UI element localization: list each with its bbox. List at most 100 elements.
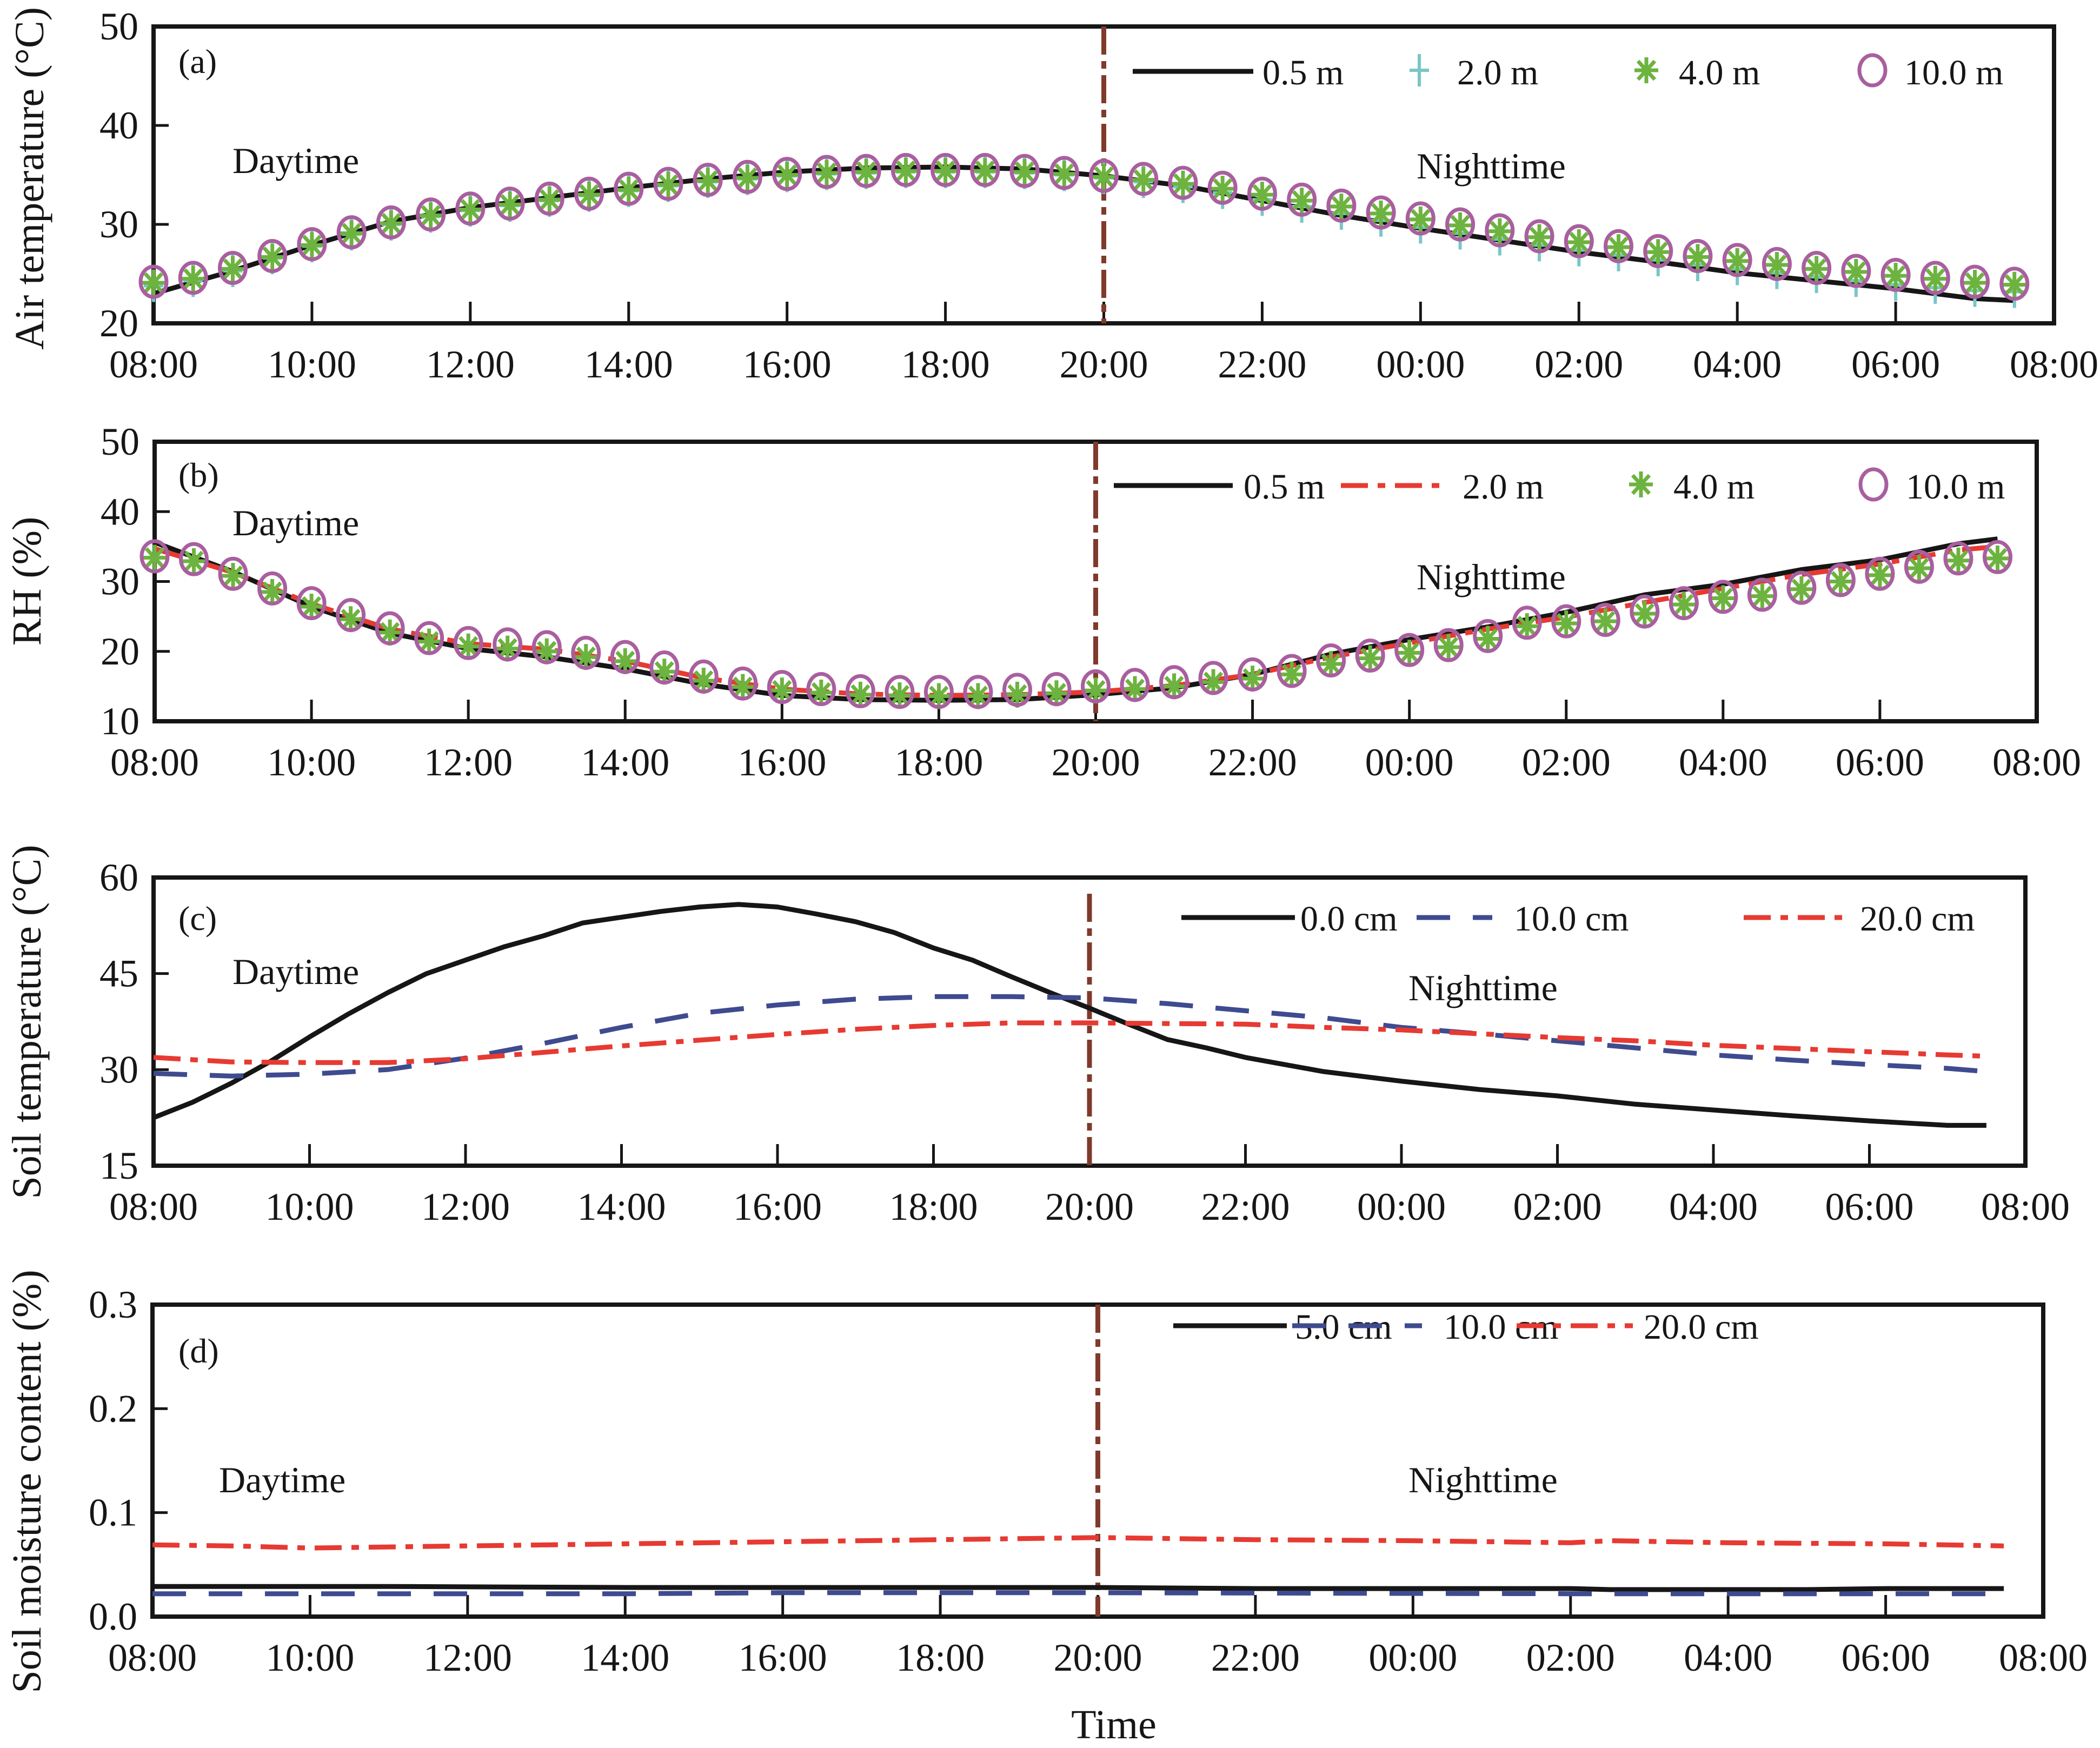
data-point: [1825, 563, 1856, 597]
data-point: [336, 598, 366, 633]
x-tick-label: 10:00: [268, 343, 356, 386]
panel-a: Air temperature (°C) 0.5 m 2.0 m 4.0 m 10.0…: [7, 5, 2098, 386]
y-tick-label: 0.0: [89, 1595, 137, 1638]
y-tick-label: 0.3: [89, 1283, 137, 1326]
data-point: [1868, 562, 1892, 588]
data-point: [1211, 176, 1235, 202]
data-point: [1168, 165, 1198, 200]
y-tick-label: 50: [99, 5, 138, 48]
data-point: [1884, 263, 1908, 289]
data-point: [1013, 159, 1037, 185]
series-20-0-cm: [153, 1020, 1987, 1065]
legend-item: 20.0 cm: [1744, 899, 1975, 939]
legend-item: 4.0 m: [1634, 53, 1760, 92]
data-point: [257, 571, 288, 606]
data-point: [179, 542, 209, 576]
data-point: [809, 680, 833, 706]
data-point: [1005, 681, 1029, 708]
x-tick-label: 22:00: [1201, 1185, 1290, 1228]
legend-item: 10.0 m: [1857, 53, 2003, 92]
data-point: [890, 152, 921, 187]
data-point: [455, 191, 486, 226]
data-point: [577, 182, 601, 208]
data-point: [1943, 541, 1973, 576]
data-point: [338, 606, 363, 633]
data-point: [770, 677, 794, 704]
data-point: [1448, 212, 1472, 238]
data-point: [1326, 188, 1357, 223]
panel-d: Soil moisture content (%) Time 5.0 cm 10.…: [4, 1270, 2088, 1747]
data-point: [1829, 568, 1853, 595]
legend-label: 0.5 m: [1262, 53, 1344, 92]
data-point: [1052, 161, 1076, 187]
series-10-0-m: [138, 152, 2030, 301]
data-point: [688, 659, 719, 694]
data-point: [1473, 619, 1503, 653]
series-4-0-m: [143, 544, 2010, 709]
data-point: [1277, 654, 1307, 688]
x-tick-label: 06:00: [1842, 1636, 1930, 1679]
data-point: [495, 635, 520, 662]
data-point: [1120, 668, 1150, 702]
data-point: [378, 619, 402, 646]
y-tick-label: 30: [101, 560, 139, 603]
legend-swatch: [1634, 57, 1658, 83]
legend-label: 2.0 m: [1463, 467, 1544, 507]
data-point: [1711, 585, 1735, 612]
x-tick-label: 02:00: [1513, 1185, 1601, 1228]
legend-label: 0.5 m: [1244, 467, 1325, 507]
data-point: [1590, 603, 1620, 637]
x-tick-label: 08:00: [2010, 343, 2098, 386]
data-point: [1198, 661, 1228, 695]
data-point: [923, 675, 954, 709]
data-point: [894, 158, 918, 184]
data-point: [1089, 158, 1119, 193]
legend-label: 10.0 m: [1906, 467, 2005, 507]
x-tick-label: 04:00: [1684, 1636, 1772, 1679]
legend-item: 0.5 m: [1133, 53, 1344, 92]
data-point: [848, 681, 873, 708]
y-tick-label: 40: [101, 490, 139, 533]
series-0-5-m: [152, 164, 2015, 303]
panel-tag: (b): [178, 456, 219, 494]
data-point: [300, 232, 324, 258]
data-point: [1159, 665, 1189, 700]
legend-swatch: [1410, 54, 1429, 87]
x-tick-label: 04:00: [1679, 741, 1767, 784]
data-point: [260, 244, 284, 270]
data-point: [1593, 608, 1618, 635]
x-tick-label: 14:00: [581, 741, 669, 784]
series-line: [152, 1535, 2004, 1551]
x-tick-label: 08:00: [109, 1185, 198, 1228]
legend: 0.5 m 2.0 m 4.0 m 10.0 m: [1133, 53, 2003, 92]
x-tick-label: 14:00: [581, 1636, 669, 1679]
data-point: [574, 176, 604, 211]
data-point: [614, 171, 644, 206]
data-point: [1250, 182, 1274, 208]
data-point: [653, 167, 683, 201]
series-20-0-cm: [152, 1535, 2004, 1551]
series-0-5-m: [154, 536, 1998, 703]
data-point: [1437, 634, 1461, 660]
data-point: [1524, 219, 1554, 254]
data-point: [1280, 661, 1304, 688]
legend-item: 10.0 cm: [1417, 899, 1629, 939]
data-point: [218, 556, 248, 591]
data-point: [1171, 170, 1195, 197]
x-tick-label: 06:00: [1825, 1185, 1913, 1228]
y-axis-title: Air temperature (°C): [7, 7, 52, 350]
x-tick-label: 14:00: [577, 1185, 666, 1228]
x-tick-label: 18:00: [894, 741, 983, 784]
series-0-0-cm: [152, 902, 1986, 1128]
data-point: [1433, 628, 1464, 662]
legend: 0.5 m 2.0 m 4.0 m 10.0 m: [1114, 467, 2005, 507]
data-point: [1329, 194, 1353, 220]
series-10-0-cm: [153, 994, 1987, 1079]
x-tick-label: 10:00: [265, 1636, 354, 1679]
panel-tag: (c): [178, 899, 217, 938]
panel-b: RH (%) 0.5 m 2.0 m 4.0 m 10.0 m 10 20 30 40 50 0…: [4, 420, 2081, 784]
data-point: [1804, 256, 1829, 282]
data-point: [1747, 577, 1777, 612]
data-point: [534, 181, 564, 216]
x-tick-label: 12:00: [426, 343, 515, 386]
